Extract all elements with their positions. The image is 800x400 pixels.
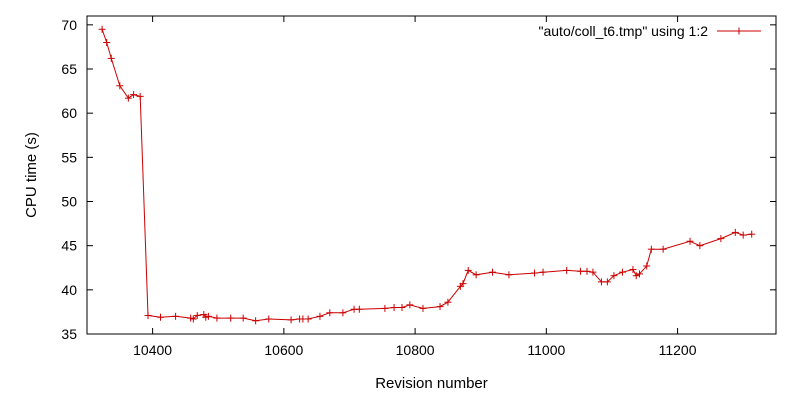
data-point <box>696 242 704 250</box>
data-point <box>629 266 637 274</box>
data-point <box>632 272 640 280</box>
y-tick-label: 50 <box>61 194 77 210</box>
plot-frame <box>86 15 777 335</box>
data-point <box>265 315 273 323</box>
data-point <box>339 309 347 317</box>
data-point <box>563 266 571 274</box>
data-point <box>739 231 747 239</box>
x-tick-label: 10600 <box>264 342 303 358</box>
data-point <box>239 314 247 322</box>
data-point <box>505 271 513 279</box>
data-point <box>107 54 115 62</box>
data-point <box>287 316 295 324</box>
data-point <box>144 311 152 319</box>
data-point <box>472 271 480 279</box>
data-point <box>355 305 363 313</box>
data-point <box>213 314 221 322</box>
data-point <box>597 278 605 286</box>
data-point <box>98 25 106 33</box>
data-point <box>390 304 398 311</box>
data-point <box>189 315 197 323</box>
x-tick-label: 10400 <box>133 342 172 358</box>
data-point <box>748 230 756 238</box>
data-point <box>659 245 667 253</box>
x-tick-label: 10800 <box>396 342 435 358</box>
data-point <box>116 82 124 90</box>
data-point <box>252 317 260 325</box>
y-tick-label: 55 <box>61 149 77 165</box>
y-tick-label: 40 <box>61 282 77 298</box>
data-point <box>583 267 591 275</box>
data-point <box>444 298 452 306</box>
data-point <box>419 304 427 312</box>
y-tick-label: 65 <box>61 61 77 77</box>
x-axis-ticks: 10400 10600 10800 11000 11200 <box>133 16 697 358</box>
x-axis-title: Revision number <box>375 375 488 392</box>
data-point <box>316 312 324 320</box>
data-point <box>381 304 389 312</box>
data-point <box>130 91 138 99</box>
data-point <box>304 315 312 323</box>
data-point <box>531 269 539 277</box>
y-tick-label: 35 <box>61 326 77 342</box>
legend-label: "auto/coll_t6.tmp" using 1:2 <box>539 23 709 39</box>
y-axis-ticks: 35 40 45 50 55 60 65 70 <box>61 17 776 342</box>
data-point <box>647 245 655 253</box>
data-point <box>227 314 235 322</box>
data-point <box>436 303 444 311</box>
data-point <box>731 228 739 236</box>
x-tick-label: 11000 <box>527 342 565 358</box>
data-point <box>717 235 725 243</box>
data-point <box>124 94 132 102</box>
data-point <box>610 272 618 280</box>
data-point <box>576 267 584 275</box>
data-point <box>539 268 547 276</box>
y-axis-title: CPU time (s) <box>23 132 40 218</box>
data-point <box>398 304 406 311</box>
x-tick-label: 11200 <box>659 342 697 358</box>
data-point <box>618 268 626 276</box>
data-point <box>156 313 164 321</box>
data-point <box>103 39 111 46</box>
series-line <box>101 29 752 322</box>
data-point <box>643 262 651 270</box>
data-point <box>193 311 201 319</box>
data-point <box>636 270 644 278</box>
data-point <box>406 301 414 309</box>
data-point <box>489 268 497 276</box>
y-tick-label: 45 <box>61 238 77 254</box>
data-point <box>204 312 212 320</box>
legend: "auto/coll_t6.tmp" using 1:2 <box>539 23 761 39</box>
data-point <box>326 309 334 317</box>
data-point <box>459 280 467 288</box>
data-point <box>589 268 597 276</box>
data-point <box>464 266 472 274</box>
data-point <box>603 278 611 286</box>
data-point <box>136 92 144 100</box>
y-tick-label: 70 <box>61 17 77 33</box>
data-series <box>98 25 756 325</box>
data-point <box>686 237 694 245</box>
y-tick-label: 60 <box>61 105 77 121</box>
legend-marker <box>735 27 743 35</box>
data-point <box>172 312 180 320</box>
